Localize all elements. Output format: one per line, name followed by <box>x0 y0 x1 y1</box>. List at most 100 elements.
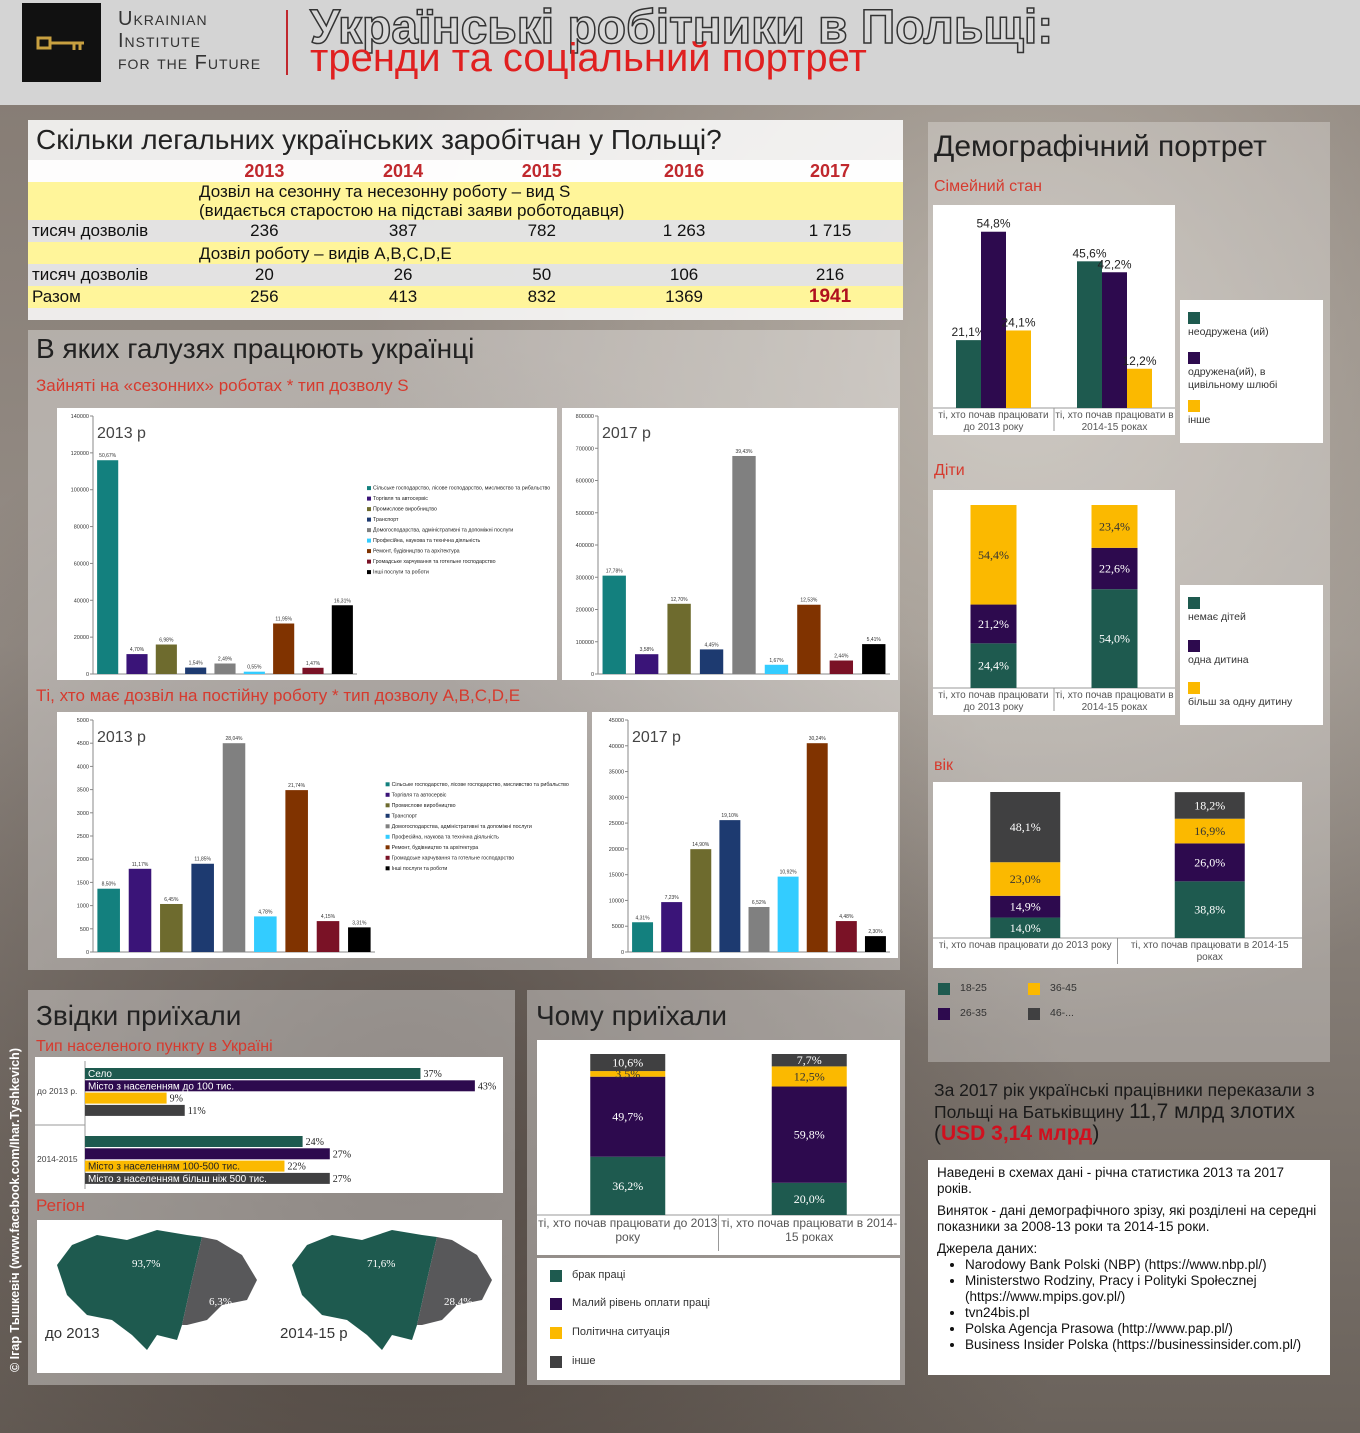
bar-segment <box>1091 589 1138 688</box>
row: 2013 2014 2015 2016 2017 <box>28 160 903 182</box>
share-label: 11,17% <box>132 862 149 868</box>
chart-background <box>933 490 1175 715</box>
value-label: 12,2% <box>1122 354 1156 368</box>
y-tick-label: 3500 <box>77 788 89 794</box>
share-label: 4,70% <box>130 647 145 653</box>
y-tick-label: 25000 <box>609 821 624 827</box>
region-east <box>182 1237 257 1325</box>
bar-segment <box>590 1156 666 1215</box>
row: тисяч дозволів 236 387 782 1 263 1 715 <box>28 220 903 242</box>
bar-segment <box>590 1054 666 1072</box>
chart-background <box>57 408 557 680</box>
cell: 236 <box>195 220 334 242</box>
legend-label: Сільське господарство, лісове господарст… <box>373 486 550 492</box>
group-label: ті, хто почав працювати в 2014-15 роках <box>721 1216 898 1244</box>
legend-swatch <box>550 1356 562 1368</box>
value-label: 10,6% <box>612 1056 643 1070</box>
bar-segment <box>1174 818 1245 844</box>
share-label: 5,41% <box>867 637 882 643</box>
subtitle: Тип населеного пункту в Україні <box>36 1038 273 1055</box>
notes: Наведені в схемах дані - річна статистик… <box>928 1160 1330 1375</box>
legend-swatch <box>385 866 390 871</box>
value-label: 22% <box>287 1162 305 1173</box>
y-tick-label: 120000 <box>71 451 89 457</box>
row: Дозвіл на сезонну та несезонну роботу – … <box>28 182 903 220</box>
legend-label: інше <box>572 1355 596 1367</box>
legend-label: Промислове виробництво <box>392 803 456 809</box>
legend-label: Транспорт <box>373 517 399 523</box>
value-label: 27% <box>333 1174 351 1185</box>
logo <box>22 3 101 82</box>
cell: 832 <box>472 286 612 308</box>
row-label: тисяч дозволів <box>28 264 195 286</box>
legend-label: 26-35 <box>960 1007 987 1019</box>
share-label: 17,78% <box>606 569 624 575</box>
share-label: 4,48% <box>839 914 854 920</box>
chart-title: Сімейний стан <box>934 178 1042 195</box>
bar <box>667 603 691 674</box>
bar <box>185 667 207 674</box>
sources: Narodowy Bank Polski (NBP) (https://www.… <box>937 1257 1321 1353</box>
legend-swatch <box>367 486 371 491</box>
legend-label: брак праці <box>572 1269 626 1281</box>
share-label: 6,45% <box>164 897 179 903</box>
y-tick-label: 4500 <box>77 741 89 747</box>
legend-label: Транспорт <box>392 813 418 819</box>
share-label: 1,47% <box>306 661 321 667</box>
legend-label: одружена(ий), в цивільному шлюбі <box>1188 366 1278 391</box>
cell: 216 <box>757 264 903 286</box>
cell: 256 <box>195 286 334 308</box>
cell: 1 263 <box>611 220 758 242</box>
source: Business Insider Polska (https://busines… <box>965 1337 1321 1353</box>
year: 2015 <box>472 160 612 182</box>
share-label: 1,54% <box>189 661 204 667</box>
cell <box>28 242 195 264</box>
bar-segment <box>590 1071 666 1077</box>
value-label: 54,0% <box>1099 632 1130 646</box>
legend-label: Професійна, наукова та технічна діяльніс… <box>392 833 500 840</box>
bar-segment <box>590 1076 666 1157</box>
cell: 1 715 <box>757 220 903 242</box>
value-label: 14,9% <box>1010 900 1041 914</box>
y-tick-label: 45000 <box>609 718 624 724</box>
bar <box>222 743 246 952</box>
legend-swatch <box>385 813 390 818</box>
y-tick-label: 5000 <box>612 924 624 930</box>
legend-swatch <box>1028 983 1040 995</box>
value-label: 12,5% <box>794 1069 825 1083</box>
region-west <box>292 1230 437 1350</box>
cell: 20 <box>195 264 334 286</box>
bar <box>302 667 324 674</box>
bar <box>85 1136 303 1147</box>
row-label: Разом <box>28 286 195 308</box>
bar <box>254 916 277 952</box>
share-label: 11,85% <box>194 857 211 863</box>
share-label: 3,31% <box>352 920 367 926</box>
bar-segment <box>990 895 1061 918</box>
legend-swatch <box>385 845 390 850</box>
bar <box>155 644 177 674</box>
legend-swatch <box>550 1327 562 1339</box>
industry-chart: 0 20000 40000 60000 80000 100000 120000 140000 2… <box>57 408 557 680</box>
share-label: 2,49% <box>218 656 233 662</box>
bar <box>97 888 120 952</box>
value-label: 71,6% <box>367 1258 395 1270</box>
permits-table: 2013 2014 2015 2016 2017 Дозвіл на сезонну т… <box>28 160 903 308</box>
value-label: 23,0% <box>1010 872 1041 886</box>
y-tick-label: 300000 <box>576 575 594 581</box>
cell <box>28 182 195 220</box>
legend-label: Громадське харчування та готельне господ… <box>373 559 496 565</box>
heading-line: (видається старостою на підставі заяви р… <box>199 201 625 220</box>
remittance-amount: 11,7 млрд злотих ( <box>934 1100 1296 1145</box>
series-name: Село <box>88 1069 112 1080</box>
y-tick-label: 2000 <box>77 857 89 863</box>
share-label: 12,70% <box>671 597 689 603</box>
legend-swatch <box>1188 352 1200 364</box>
y-tick-label: 30000 <box>609 795 624 801</box>
section-title: В яких галузях працюють українці <box>36 333 475 364</box>
subtitle: Зайняті на «сезонних» роботах * тип дозв… <box>36 376 409 395</box>
credit: © Ігар Тышкевіч (www.facebook.com/Ihar.T… <box>8 1048 22 1372</box>
chart-label: 2013 р <box>97 425 146 442</box>
column-chart: 21,1% 54,8% 24,1% 45,6%42,2% 12,2% <box>933 205 1175 435</box>
